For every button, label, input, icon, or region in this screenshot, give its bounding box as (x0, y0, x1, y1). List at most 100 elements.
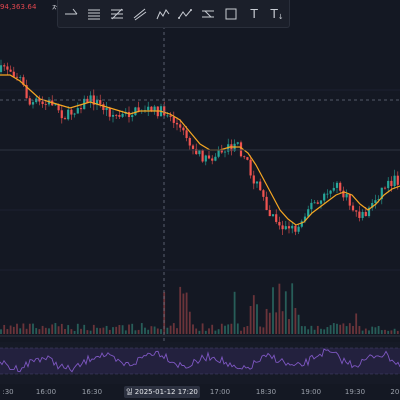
candle-body (300, 221, 303, 227)
candle-body (393, 175, 396, 187)
volume-bar (38, 329, 41, 334)
volume-bar (67, 325, 70, 334)
candle-body (41, 101, 44, 105)
volume-bar (387, 330, 390, 334)
volume-bar (19, 328, 22, 334)
time-label: :30 (2, 388, 14, 396)
candle-body (195, 148, 198, 155)
candle-body (271, 214, 275, 217)
candle-body (367, 207, 371, 217)
volume-bar (275, 312, 278, 334)
candle-body (137, 107, 140, 112)
volume-bar (54, 323, 57, 334)
rect-tool[interactable] (220, 3, 242, 25)
volume-bar (9, 325, 12, 334)
volume-bar (64, 329, 66, 334)
volume-bar (92, 324, 95, 334)
volume-bar (364, 328, 367, 334)
candle-body (380, 187, 383, 200)
volume-bar (345, 326, 348, 334)
volume-bar (390, 330, 393, 334)
candle-body (387, 180, 390, 189)
volume-bar (204, 330, 207, 334)
candle-body (76, 108, 79, 114)
candle-body (396, 175, 399, 185)
candle-body (191, 145, 195, 149)
volume-bar (211, 324, 214, 334)
path-tool[interactable] (175, 3, 197, 25)
diagonal-lines-icon (133, 8, 146, 20)
volume-bar (44, 327, 47, 334)
volume-bar (57, 326, 60, 334)
candle-body (79, 108, 83, 110)
volume-bar (272, 287, 274, 334)
candle-body (339, 182, 342, 191)
candle-body (236, 142, 239, 144)
volume-bar (12, 326, 15, 334)
volume-bar (377, 325, 380, 334)
candle-body (118, 115, 121, 117)
candle-body (291, 225, 294, 229)
volume-bar (172, 323, 175, 334)
candle-body (99, 100, 102, 105)
drawing-toolbar: T T ↓ (57, 0, 290, 28)
candle-body (204, 155, 207, 162)
crosshair-tool[interactable] (60, 3, 82, 25)
candle-body (294, 225, 297, 232)
volume-bar (384, 329, 386, 334)
volume-bar (169, 325, 172, 334)
time-label: 20: (390, 388, 400, 396)
volume-bar (32, 323, 34, 334)
horizontal-lines-icon (87, 9, 100, 19)
volume-bar (358, 326, 361, 334)
volume-bar (288, 319, 290, 334)
ohlc-value: 94,363.64 (0, 3, 37, 11)
volume-bar (140, 323, 143, 334)
volume-bar (80, 328, 82, 334)
pattern-tool[interactable] (152, 3, 174, 25)
candle-body (38, 98, 41, 102)
volume-bar (240, 330, 242, 334)
candle-body (383, 187, 387, 189)
volume-bar (323, 329, 326, 334)
candle-body (265, 196, 268, 211)
volume-bar (281, 311, 284, 334)
rectangle-icon (225, 8, 237, 19)
volume-bar (137, 329, 140, 334)
candle-body (147, 106, 150, 111)
volume-bar (368, 330, 370, 334)
hlines-tool[interactable] (83, 3, 105, 25)
candle-body (348, 193, 351, 206)
text-tool[interactable]: T (243, 3, 265, 25)
volume-bar (297, 314, 300, 334)
trendline-tool[interactable] (129, 3, 151, 25)
candle-body (131, 115, 134, 118)
candle-body (22, 77, 25, 86)
volume-bar (179, 286, 182, 334)
candle-body (0, 65, 3, 72)
volume-bar (83, 324, 86, 334)
volume-bar (89, 330, 92, 334)
volume-bar (48, 328, 50, 334)
candle-body (390, 180, 393, 187)
candle-body (19, 77, 22, 78)
volume-bar (201, 323, 204, 334)
candle-body (310, 202, 313, 210)
volume-bar (192, 324, 194, 334)
time-axis: :30 16:00 16:30 17:00 18:30 19:00 19:30 … (0, 384, 400, 400)
volume-bar (310, 325, 313, 334)
candle-body (345, 193, 348, 198)
volume-bar (249, 305, 252, 334)
candle-body (67, 109, 70, 120)
candle-body (275, 214, 278, 222)
candle-body (188, 138, 191, 146)
candle-body (255, 181, 259, 184)
fib-tool[interactable] (106, 3, 128, 25)
fib-lines-icon (110, 8, 123, 19)
candle-body (358, 211, 361, 218)
candle-body (374, 200, 377, 203)
text-ext-tool[interactable]: T ↓ (270, 6, 284, 21)
measure-tool[interactable] (197, 3, 219, 25)
candle-body (262, 190, 265, 197)
